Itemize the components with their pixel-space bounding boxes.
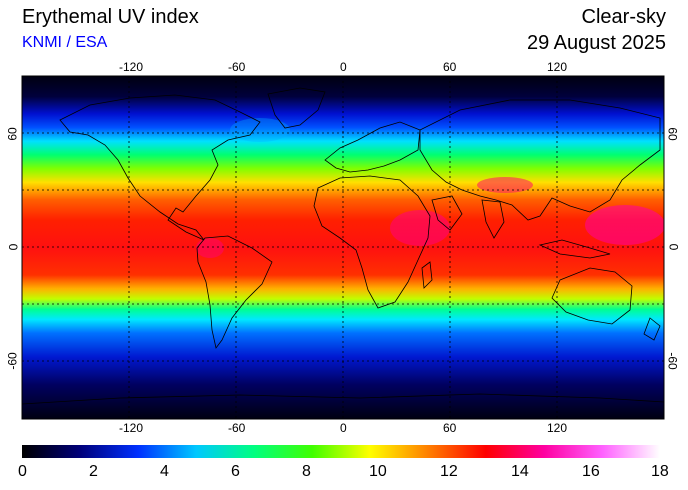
- graticule: [22, 76, 664, 419]
- uv-hotspot: [477, 177, 533, 193]
- lat-tick-right: 60: [665, 127, 680, 141]
- map-frame: [21, 75, 665, 420]
- sky-mode-label: Clear-sky: [581, 6, 666, 28]
- page-title: Erythemal UV index: [22, 6, 199, 28]
- lon-tick-bottom: -120: [119, 421, 144, 435]
- lon-tick-top: -60: [228, 60, 246, 74]
- coastlines: [22, 87, 664, 405]
- colorbar-label: 14: [511, 463, 529, 480]
- colorbar-label: 6: [231, 463, 240, 480]
- colorbar-label: 12: [440, 463, 458, 480]
- lat-tick-left: 60: [5, 127, 20, 141]
- lat-tick-right: -60: [665, 352, 680, 370]
- lat-tick-left: 0: [6, 243, 21, 251]
- lat-tick-right: 0: [666, 243, 681, 251]
- uv-hotspot: [390, 210, 450, 246]
- colorbar-label: 8: [302, 463, 311, 480]
- lat-tick-left: -60: [5, 352, 20, 370]
- lon-tick-bottom: -60: [228, 421, 246, 435]
- lon-tick-top: -120: [119, 60, 144, 74]
- lon-tick-bottom: 60: [443, 421, 457, 435]
- colorbar-label: 0: [18, 463, 27, 480]
- uv-hotspot: [585, 205, 664, 245]
- colorbar-label: 16: [582, 463, 600, 480]
- colorbar-label: 2: [89, 463, 98, 480]
- lon-tick-bottom: 0: [340, 421, 347, 435]
- colorbar-label: 18: [651, 463, 669, 480]
- credit-label: KNMI / ESA: [22, 34, 108, 51]
- colorbar-label: 10: [369, 463, 387, 480]
- colorbar-label: 4: [160, 463, 169, 480]
- lon-tick-top: 0: [340, 60, 347, 74]
- lon-tick-top: 60: [443, 60, 457, 74]
- date-label: 29 August 2025: [526, 32, 666, 54]
- lon-tick-top: 120: [547, 60, 568, 74]
- lon-tick-bottom: 120: [547, 421, 568, 435]
- uv-hotspot: [196, 238, 224, 258]
- colorbar: [22, 445, 660, 458]
